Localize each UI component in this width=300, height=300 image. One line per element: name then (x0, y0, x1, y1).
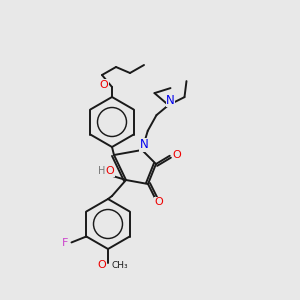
Text: H: H (98, 166, 106, 176)
Text: O: O (155, 197, 164, 207)
Text: F: F (62, 238, 69, 248)
Text: CH₃: CH₃ (112, 260, 129, 269)
Text: N: N (140, 139, 148, 152)
Text: O: O (98, 260, 106, 270)
Text: O: O (172, 150, 181, 160)
Text: O: O (100, 80, 108, 90)
Text: O: O (106, 166, 114, 176)
Text: N: N (166, 94, 175, 106)
